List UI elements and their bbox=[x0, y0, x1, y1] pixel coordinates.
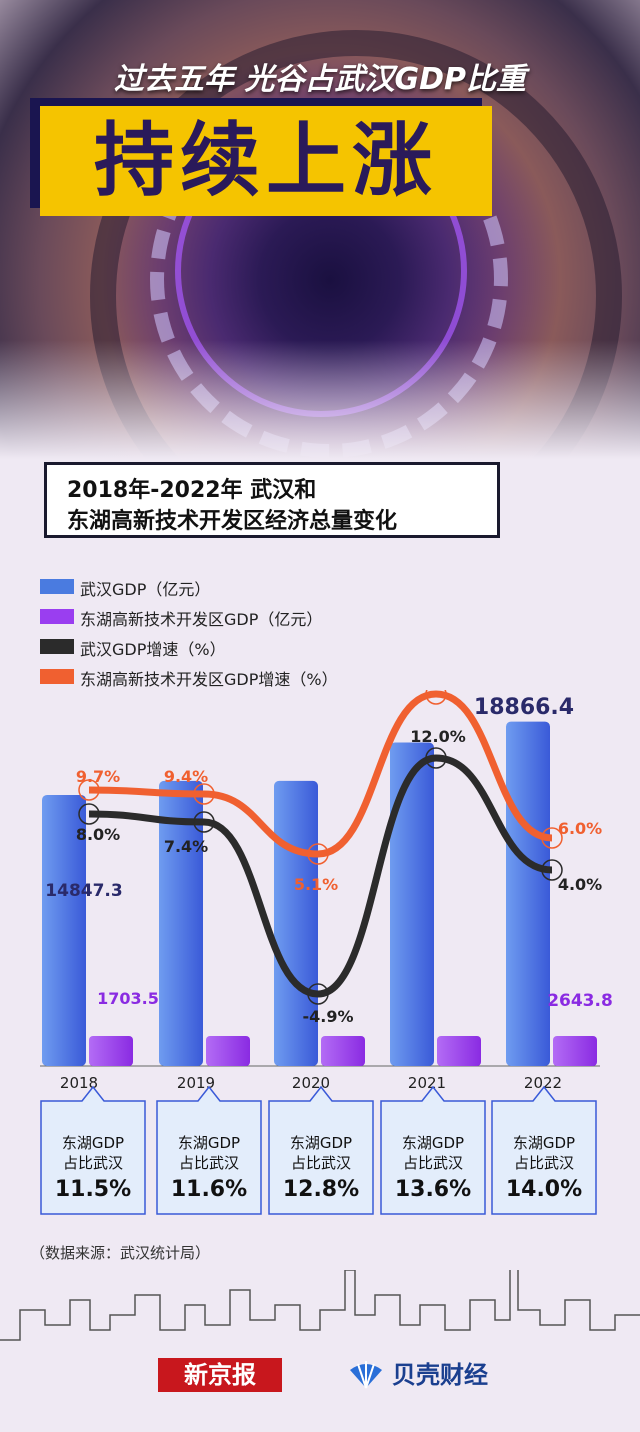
share-label-line1: 东湖GDP bbox=[401, 1134, 465, 1152]
legend-label-donghu-growth: 东湖高新技术开发区GDP增速（%） bbox=[80, 670, 338, 689]
label-donghu-growth-2020: 5.1% bbox=[294, 875, 338, 894]
legend-swatch-donghu-growth bbox=[40, 669, 74, 684]
logo-xinjingbao: 新京报 bbox=[158, 1358, 282, 1392]
logo-beike-caijing: 贝壳财经 bbox=[392, 1361, 488, 1389]
legend-swatch-wuhan-gdp bbox=[40, 579, 74, 594]
share-value: 12.8% bbox=[282, 1177, 360, 1202]
share-box-frame bbox=[268, 1085, 374, 1215]
x-tick-label-2019: 2019 bbox=[177, 1074, 215, 1090]
x-tick-label-2020: 2020 bbox=[292, 1074, 330, 1090]
share-value: 11.5% bbox=[54, 1177, 132, 1202]
page-title: 持续上涨 bbox=[94, 114, 438, 207]
x-tick-label-2018: 2018 bbox=[60, 1074, 98, 1090]
point-wuhan-growth-2022 bbox=[541, 859, 563, 881]
share-label-line1: 东湖GDP bbox=[177, 1134, 241, 1152]
page-subtitle: 过去五年 光谷占武汉GDP比重 bbox=[114, 62, 526, 97]
share-box-2022: 东湖GDP 占比武汉 14.0% bbox=[491, 1085, 597, 1215]
chart-heading-line1: 2018年-2022年 武汉和 bbox=[67, 478, 317, 503]
share-value: 13.6% bbox=[394, 1177, 472, 1202]
point-wuhan-growth-2021 bbox=[425, 747, 447, 769]
share-box-2019: 东湖GDP 占比武汉 11.6% bbox=[156, 1085, 262, 1215]
bar-donghu-gdp-2018 bbox=[89, 1036, 133, 1066]
x-tick-label-2022: 2022 bbox=[524, 1074, 562, 1090]
share-box-frame bbox=[491, 1085, 597, 1215]
line-donghu-growth bbox=[88, 690, 553, 858]
share-label-line2: 占比武汉 bbox=[513, 1154, 574, 1172]
bar-donghu-gdp-2021 bbox=[437, 1036, 481, 1066]
label-donghu-growth-2018: 9.7% bbox=[76, 767, 120, 786]
point-donghu-growth-2022 bbox=[541, 827, 563, 849]
bar-wuhan-gdp-2019 bbox=[159, 780, 203, 1066]
legend-label-wuhan-gdp: 武汉GDP（亿元） bbox=[80, 580, 211, 599]
label-donghu-gdp-2018: 1703.5 bbox=[97, 989, 159, 1008]
share-label-line1: 东湖GDP bbox=[61, 1134, 125, 1152]
label-donghu-growth-2022: 6.0% bbox=[558, 819, 602, 838]
bar-wuhan-gdp-2021 bbox=[390, 742, 434, 1066]
label-wuhan-growth-2020: -4.9% bbox=[302, 1007, 353, 1026]
point-donghu-growth-2018 bbox=[78, 779, 100, 801]
share-box-2021: 东湖GDP 占比武汉 13.6% bbox=[380, 1085, 486, 1215]
x-tick-label-2021: 2021 bbox=[408, 1074, 446, 1090]
share-box-2020: 东湖GDP 占比武汉 12.8% bbox=[268, 1085, 374, 1215]
bar-donghu-gdp-2022 bbox=[553, 1036, 597, 1066]
point-wuhan-growth-2018 bbox=[78, 803, 100, 825]
label-wuhan-gdp-2018: 14847.3 bbox=[45, 881, 122, 901]
point-wuhan-growth-2020 bbox=[307, 983, 329, 1005]
chart-heading-line2: 东湖高新技术开发区经济总量变化 bbox=[67, 509, 398, 534]
share-box-frame bbox=[156, 1085, 262, 1215]
shell-logo-icon bbox=[350, 1361, 382, 1389]
label-donghu-growth-2019: 9.4% bbox=[164, 767, 208, 786]
chart-heading-box: 2018年-2022年 武汉和 东湖高新技术开发区经济总量变化 bbox=[44, 462, 500, 538]
share-label-line2: 占比武汉 bbox=[62, 1154, 123, 1172]
label-wuhan-growth-2022: 4.0% bbox=[558, 875, 602, 894]
legend-swatch-wuhan-growth bbox=[40, 639, 74, 654]
label-wuhan-growth-2021: 12.0% bbox=[410, 727, 466, 746]
share-value: 11.6% bbox=[170, 1177, 248, 1202]
share-label-line1: 东湖GDP bbox=[289, 1134, 353, 1152]
page-title-box: 持续上涨 bbox=[40, 106, 492, 216]
legend-label-donghu-gdp: 东湖高新技术开发区GDP（亿元） bbox=[80, 610, 323, 629]
label-wuhan-growth-2018: 8.0% bbox=[76, 825, 120, 844]
share-label-line1: 东湖GDP bbox=[512, 1134, 576, 1152]
line-wuhan-growth bbox=[88, 754, 553, 998]
point-donghu-growth-2021 bbox=[425, 690, 447, 705]
hero-background bbox=[0, 0, 640, 470]
bar-wuhan-gdp-2022 bbox=[506, 721, 550, 1066]
gdp-chart: 2018 2019 2020 2021 2022 8.0% 7.4% -4.9% 12.0% 4.… bbox=[40, 690, 613, 1090]
point-donghu-growth-2019 bbox=[193, 783, 215, 805]
bar-donghu-gdp-2020 bbox=[321, 1036, 365, 1066]
legend-swatch-donghu-gdp bbox=[40, 609, 74, 624]
label-donghu-gdp-2022: 2643.8 bbox=[547, 991, 613, 1011]
label-wuhan-growth-2019: 7.4% bbox=[164, 837, 208, 856]
point-wuhan-growth-2019 bbox=[193, 811, 215, 833]
share-box-frame bbox=[380, 1085, 486, 1215]
hero-fade bbox=[0, 340, 640, 470]
legend-label-wuhan-growth: 武汉GDP增速（%） bbox=[80, 640, 226, 659]
bar-donghu-gdp-2019 bbox=[206, 1036, 250, 1066]
skyline-decoration bbox=[0, 1270, 640, 1341]
share-label-line2: 占比武汉 bbox=[178, 1154, 239, 1172]
bar-wuhan-gdp-2018 bbox=[42, 794, 86, 1066]
share-label-line2: 占比武汉 bbox=[290, 1154, 351, 1172]
data-source: （数据来源：武汉统计局） bbox=[30, 1244, 211, 1262]
share-label-line2: 占比武汉 bbox=[402, 1154, 463, 1172]
point-donghu-growth-2020 bbox=[307, 843, 329, 865]
label-wuhan-gdp-2022: 18866.4 bbox=[474, 695, 574, 720]
share-box-frame bbox=[40, 1085, 146, 1215]
share-value: 14.0% bbox=[505, 1177, 583, 1202]
share-box-2018: 东湖GDP 占比武汉 11.5% bbox=[40, 1085, 146, 1215]
